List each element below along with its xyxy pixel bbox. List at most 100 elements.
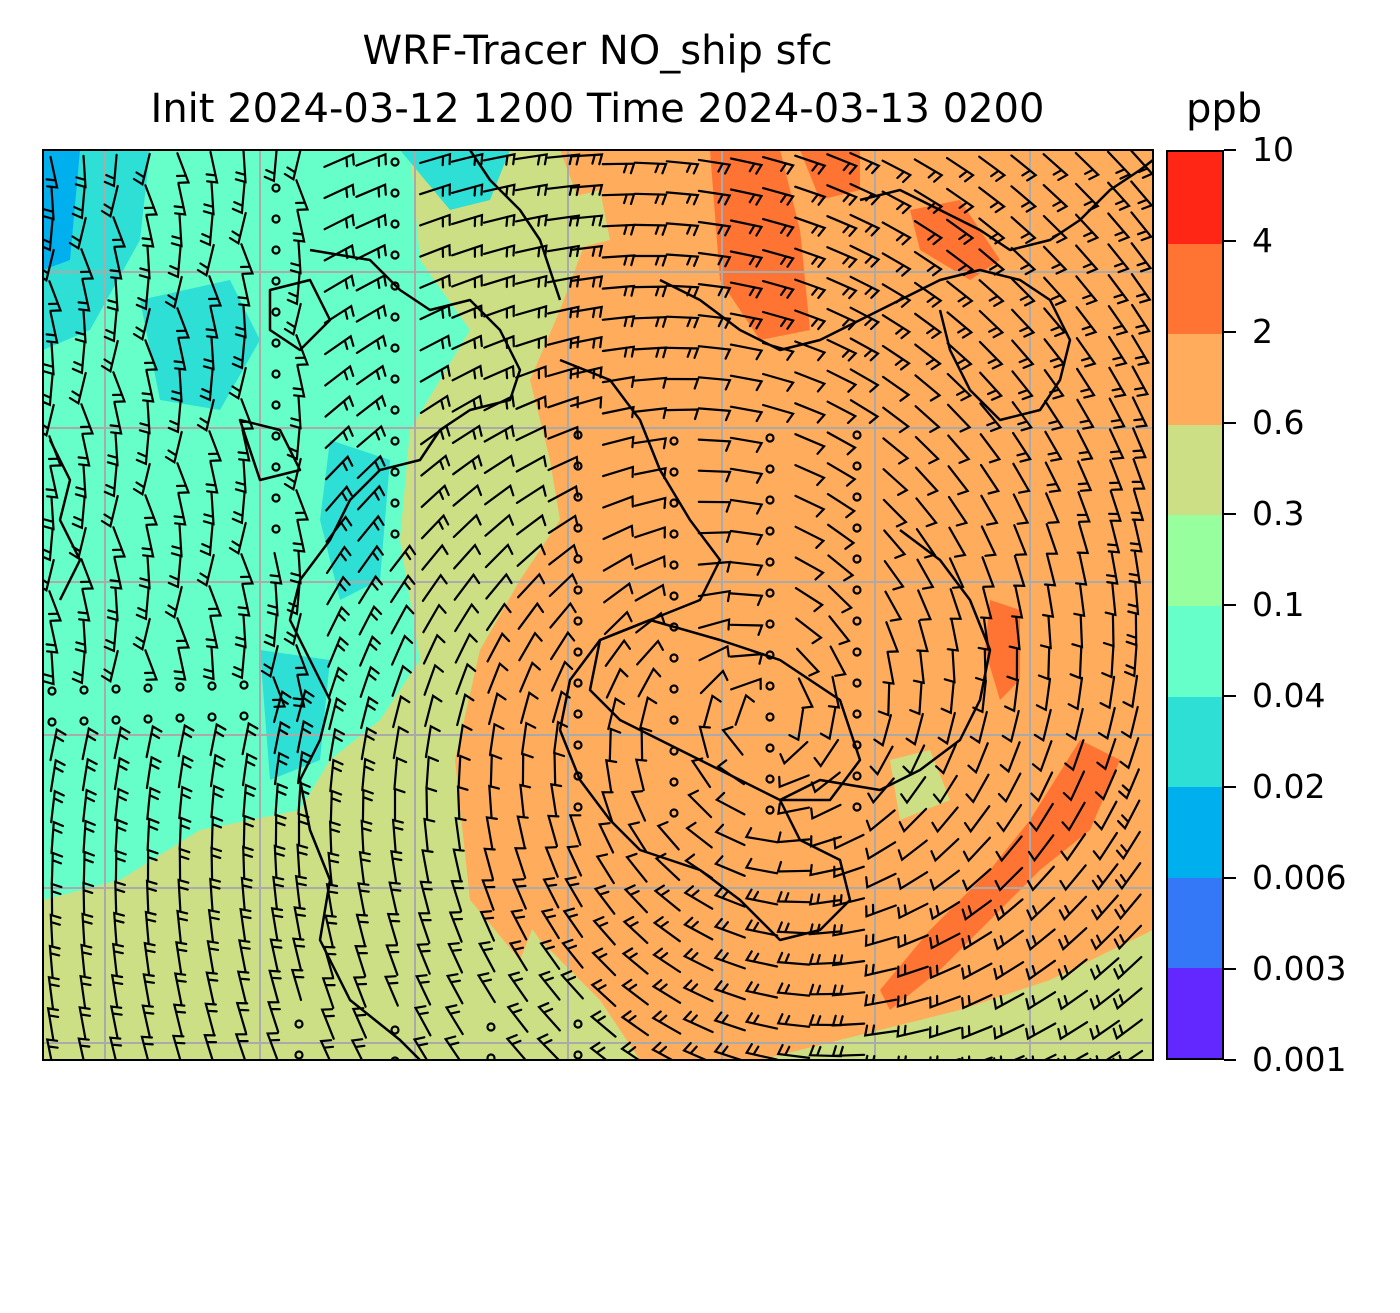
wind-barb: [896, 1024, 930, 1038]
wind-barb: [291, 937, 306, 971]
wind-barb: [665, 253, 700, 267]
wind-barb: [79, 403, 95, 435]
calm-wind-marker: [271, 245, 281, 255]
wind-barb: [794, 464, 826, 487]
wind-barb: [273, 751, 290, 786]
wind-barb: [1076, 491, 1091, 523]
wind-barb: [421, 573, 448, 602]
wind-barb: [849, 182, 881, 206]
wind-barb: [794, 371, 827, 393]
wind-barb: [420, 454, 451, 477]
wind-barb: [690, 757, 712, 789]
wind-barb: [826, 246, 858, 268]
calm-wind-marker: [669, 436, 679, 446]
wind-barb: [913, 250, 943, 277]
wind-barb: [1043, 553, 1057, 587]
wind-barb: [485, 572, 513, 600]
wind-barb: [355, 152, 387, 167]
wind-barb: [283, 457, 302, 492]
wind-barb: [228, 521, 247, 556]
wind-barb: [877, 682, 891, 717]
wind-barb: [286, 581, 301, 616]
wind-barb: [539, 939, 561, 970]
wind-barb: [172, 1003, 187, 1037]
wind-barb: [1042, 245, 1068, 275]
wind-barb: [483, 847, 496, 880]
wind-barb: [1043, 338, 1066, 369]
wind-barb: [1074, 151, 1101, 181]
wind-barb: [270, 906, 284, 941]
wind-barb: [914, 405, 941, 433]
wind-barb: [703, 694, 722, 727]
wind-barb: [386, 912, 401, 945]
wind-barb: [794, 402, 827, 424]
wind-barb: [352, 976, 368, 1008]
wind-barb: [869, 745, 894, 776]
wind-barb: [1011, 308, 1036, 338]
wind-barb: [1107, 181, 1131, 211]
wind-barb: [43, 558, 55, 593]
wind-barb: [930, 838, 960, 863]
wind-barb: [263, 613, 278, 648]
wind-barb: [682, 1010, 714, 1034]
wind-barb: [537, 1002, 561, 1032]
wind-barb: [601, 345, 636, 358]
calm-wind-marker: [573, 709, 583, 719]
wind-barb: [762, 280, 795, 299]
wind-barb: [146, 786, 161, 821]
colorbar-tick-label: 0.001: [1252, 1040, 1347, 1079]
wind-barb: [863, 1024, 898, 1037]
calm-wind-marker: [852, 740, 862, 750]
calm-wind-marker: [852, 585, 862, 595]
wind-barb: [358, 850, 371, 885]
wind-barb: [729, 343, 764, 361]
wind-barb: [360, 819, 373, 854]
wind-barb: [68, 526, 87, 561]
wind-barb: [794, 216, 827, 237]
calm-wind-marker: [573, 678, 583, 688]
wind-barb: [323, 152, 355, 168]
wind-barb: [794, 247, 827, 268]
wind-barb: [809, 863, 843, 877]
wind-barb: [419, 334, 451, 352]
wind-barb: [744, 1012, 779, 1030]
wind-barb: [241, 721, 259, 756]
wind-barb: [605, 667, 629, 699]
wind-barb: [1039, 615, 1052, 650]
wind-barb: [82, 819, 96, 854]
wind-barb: [697, 345, 732, 360]
wind-barb: [947, 465, 970, 496]
calm-wind-marker: [573, 740, 583, 750]
wind-barb: [393, 756, 408, 791]
wind-barb: [1105, 551, 1119, 585]
wind-barb: [1057, 989, 1088, 1011]
wind-barb: [634, 554, 666, 570]
wind-barb: [292, 209, 306, 243]
wind-barb: [164, 585, 183, 620]
wind-barb: [729, 467, 764, 484]
wind-barb: [109, 1005, 123, 1039]
wind-barb: [328, 696, 347, 731]
wind-barb: [948, 557, 965, 589]
wind-barb: [450, 879, 465, 912]
colorbar-segment: [1168, 152, 1222, 244]
wind-barb: [323, 304, 355, 324]
wind-barb: [171, 1034, 186, 1060]
wind-barb: [173, 647, 187, 681]
wind-barb: [488, 722, 505, 757]
calm-wind-marker: [573, 585, 583, 595]
wind-barb: [358, 604, 383, 636]
wind-barb: [697, 438, 732, 452]
wind-barb: [865, 872, 897, 889]
wind-barb: [178, 816, 192, 851]
wind-barb: [1115, 862, 1142, 891]
wind-barb: [965, 773, 990, 804]
wind-barb: [483, 364, 515, 380]
wind-barb: [913, 158, 944, 183]
wind-barb: [485, 602, 512, 632]
calm-wind-marker: [390, 219, 400, 229]
wind-barb: [882, 498, 908, 528]
wind-barb: [81, 757, 98, 792]
wind-barb: [141, 524, 155, 558]
wind-barb: [1130, 489, 1145, 522]
